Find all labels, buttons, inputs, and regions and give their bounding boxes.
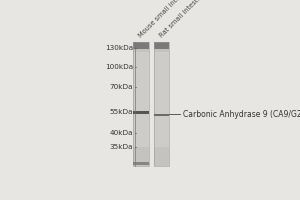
Text: Carbonic Anhydrase 9 (CA9/G250): Carbonic Anhydrase 9 (CA9/G250) xyxy=(183,110,300,119)
Bar xyxy=(134,52,148,147)
Bar xyxy=(154,42,170,166)
Bar xyxy=(134,111,148,114)
Bar xyxy=(134,42,148,49)
Text: Mouse small intestine: Mouse small intestine xyxy=(137,0,193,39)
Bar xyxy=(154,52,170,147)
Bar xyxy=(134,42,148,166)
Bar xyxy=(154,114,170,116)
Text: 55kDa: 55kDa xyxy=(110,109,133,115)
Text: 40kDa: 40kDa xyxy=(110,130,133,136)
Bar xyxy=(154,42,170,49)
Bar xyxy=(154,42,170,166)
Text: 130kDa: 130kDa xyxy=(105,45,133,51)
Bar xyxy=(134,162,148,165)
Text: 35kDa: 35kDa xyxy=(110,144,133,150)
Text: 70kDa: 70kDa xyxy=(110,84,133,90)
Bar xyxy=(134,42,148,166)
Text: 100kDa: 100kDa xyxy=(105,64,133,70)
Text: Rat small intestine: Rat small intestine xyxy=(158,0,207,39)
